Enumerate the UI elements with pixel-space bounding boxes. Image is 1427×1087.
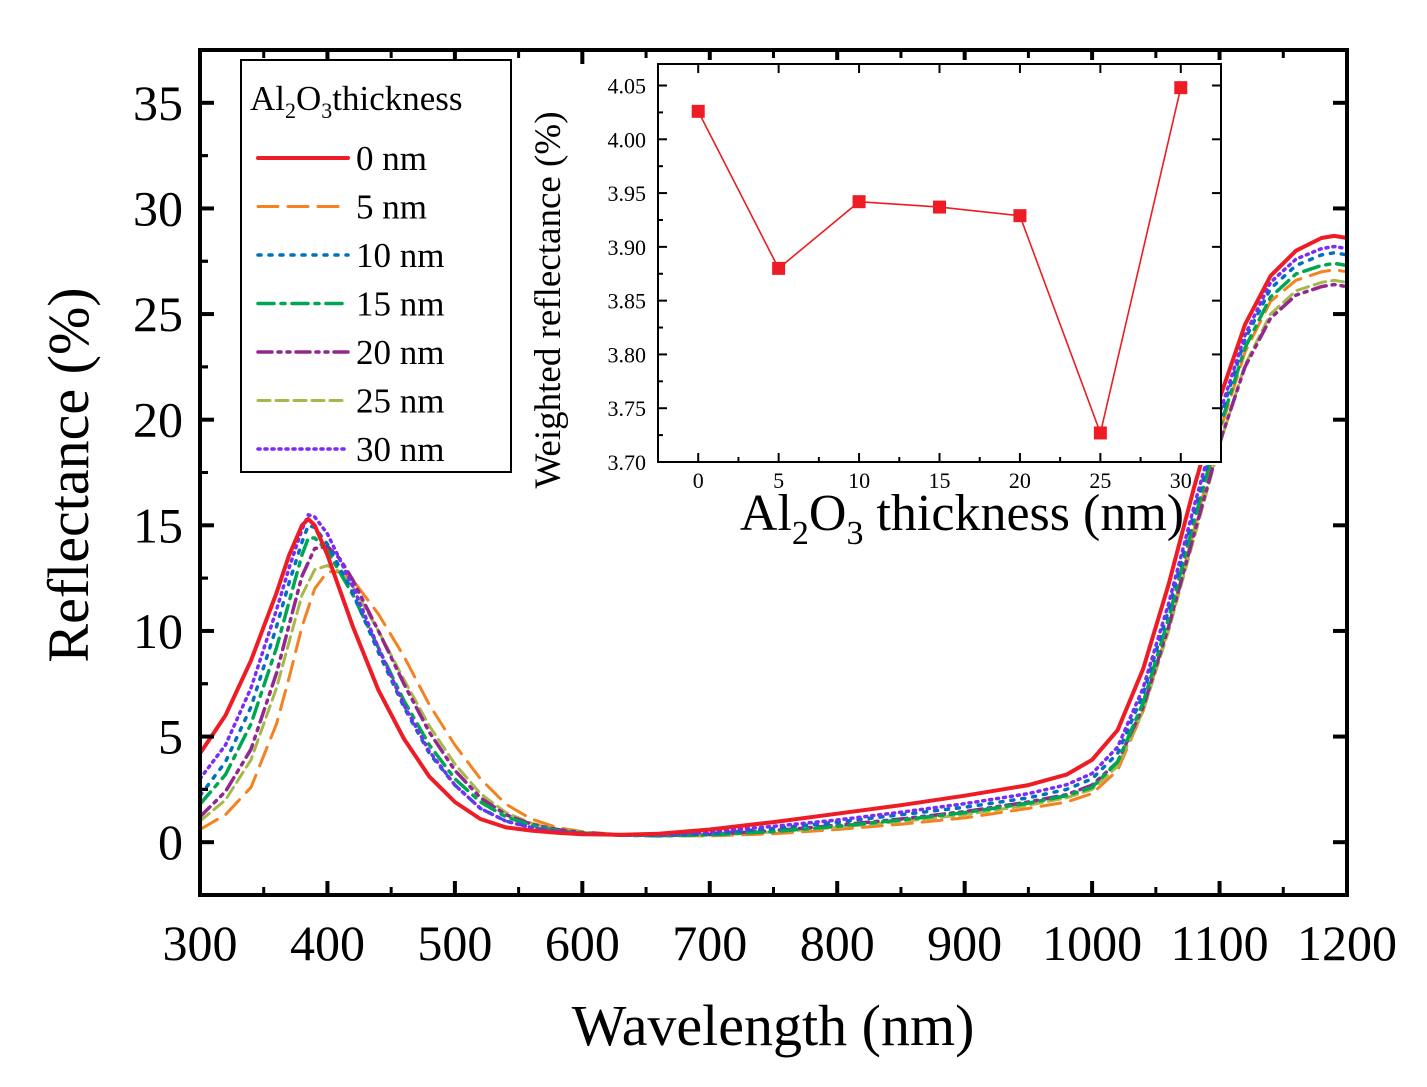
legend-label: 10 nm [356,236,444,275]
main-y-ticks: 0 5 10 15 20 25 30 35 [133,75,1347,870]
inset-x-tick-label: 25 [1089,468,1111,493]
main-y-tick-label: 5 [158,709,183,765]
inset-x-tick-label: 20 [1009,468,1031,493]
inset-x-tick-label: 0 [693,468,704,493]
inset-y-tick-label: 3.85 [608,289,647,314]
inset-data-point [1174,81,1188,95]
inset-data-point [933,200,946,214]
main-x-ticks: 300 400 500 600 700 800 900 1000 1100 1200 [163,50,1397,971]
inset-plot: 0 5 10 15 20 25 30 3.70 3.75 3.80 3.85 3.90 3.95 4.0… [528,60,1222,552]
main-x-tick-label: 800 [800,915,875,971]
main-x-tick-label: 700 [672,915,747,971]
inset-data-point [772,261,786,275]
legend-label: 5 nm [356,188,427,227]
inset-x-axis-label: Al2O3 thickness (nm) [740,485,1184,552]
inset-y-tick-label: 4.05 [608,74,647,99]
main-x-tick-label: 500 [417,915,492,971]
inset-x-tick-label: 10 [848,468,870,493]
inset-y-tick-label: 4.00 [608,127,647,152]
inset-series-group [691,81,1188,440]
main-plot: 300 400 500 600 700 800 900 1000 1100 1200 051015… [36,48,1397,1058]
inset-y-axis-label: Weighted reflectance (%) [528,111,569,488]
inset-data-point [852,195,866,209]
main-x-tick-label: 600 [545,915,620,971]
inset-y-tick-label: 3.70 [608,450,647,475]
main-x-tick-label: 1100 [1170,915,1268,971]
main-y-axis-label: Reflectance (%) [36,287,101,662]
main-x-tick-label: 1000 [1042,915,1142,971]
inset-data-point [1013,209,1027,223]
inset-y-tick-label: 3.90 [608,235,647,260]
inset-data-point [1093,426,1107,440]
main-y-tick-label: 15 [133,497,183,553]
main-y-tick-label: 0 [158,814,183,870]
legend-label: 20 nm [356,333,444,372]
legend-label: 15 nm [356,285,444,324]
main-x-axis-label: Wavelength (nm) [572,993,975,1058]
inset-x-tick-label: 5 [773,468,784,493]
inset-data-point [691,104,705,118]
inset-x-tick-label: 30 [1170,468,1192,493]
main-y-tick-label: 30 [133,180,183,236]
inset-y-tick-label: 3.80 [608,342,647,367]
inset-x-tick-label: 15 [929,468,951,493]
main-x-tick-label: 1200 [1297,915,1397,971]
main-x-tick-label: 400 [290,915,365,971]
legend-box [240,59,512,473]
legend: Al2O3thickness 0 nm 5 nm 10 nm 15 nm 20 nm 25… [240,59,512,473]
inset-x-ticks: 0 5 10 15 20 25 30 [693,64,1192,493]
main-y-tick-label: 20 [133,392,183,448]
inset-background [590,60,1222,465]
legend-label: 0 nm [356,139,427,178]
inset-y-tick-label: 3.95 [608,181,647,206]
legend-label: 25 nm [356,382,444,421]
main-y-tick-label: 25 [133,286,183,342]
main-x-tick-label: 900 [927,915,1002,971]
main-x-tick-label: 300 [163,915,238,971]
legend-items: 0 nm 5 nm 10 nm 15 nm 20 nm 25 nm 30 nm [256,139,444,469]
main-y-tick-label: 10 [133,603,183,659]
legend-label: 30 nm [356,430,444,469]
legend-title: Al2O3thickness [250,79,463,123]
inset-y-tick-label: 3.75 [608,396,647,421]
inset-y-ticks: 3.70 3.75 3.80 3.85 3.90 3.95 4.00 4.05 [608,74,1221,475]
main-y-tick-label: 35 [133,75,183,131]
